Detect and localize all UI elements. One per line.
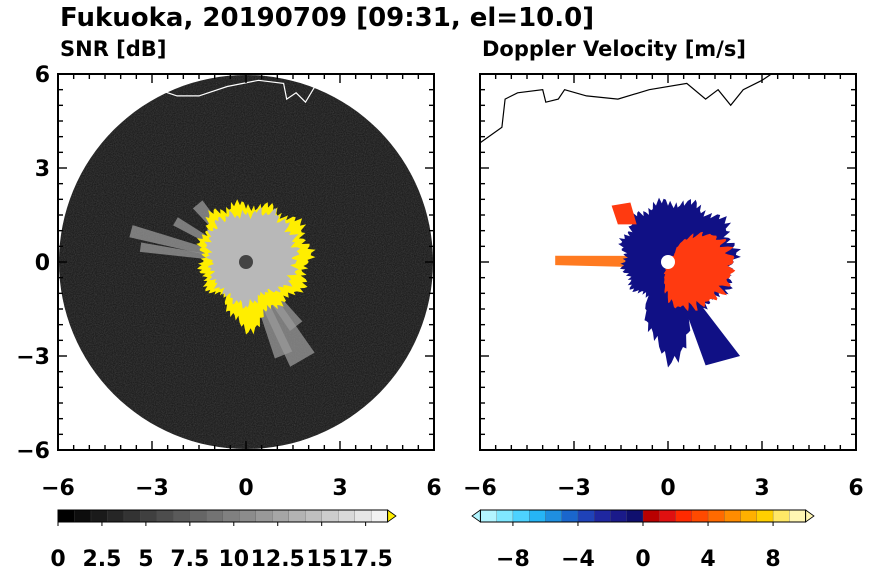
- colorbar-tick-label: 8: [765, 547, 780, 570]
- colorbar-max-arrow: [387, 509, 397, 523]
- colorbar-swatch: [338, 509, 356, 523]
- doppler-plot-area: −6 −3 0 3 6: [463, 73, 864, 501]
- doppler-echo-region: [555, 197, 741, 368]
- y-tick-label: −6: [16, 439, 50, 464]
- colorbar-swatch: [707, 509, 725, 523]
- colorbar-swatch: [512, 509, 530, 523]
- x-tick-label: 0: [660, 476, 675, 501]
- y-tick-label: 3: [35, 157, 50, 182]
- colorbar-tick-label: 10: [218, 547, 249, 570]
- colorbar-swatch: [321, 509, 339, 523]
- colorbar-swatch: [577, 509, 595, 523]
- colorbar-tick-label: 15: [306, 547, 337, 570]
- colorbar-tick-label: 12.5: [251, 547, 305, 570]
- colorbar-swatch: [206, 509, 224, 523]
- doppler-receding-patch: [611, 202, 637, 225]
- colorbar-swatch: [594, 509, 612, 523]
- snr-radar-center: [239, 255, 253, 269]
- colorbar-swatch: [354, 509, 372, 523]
- colorbar-tick-label: 0: [50, 547, 65, 570]
- snr-plot-area: −6 −3 0 3 6 6 3 0 −3 −6: [16, 63, 441, 501]
- doppler-axis-ticks: −6 −3 0 3 6: [463, 73, 864, 501]
- doppler-panel-title: Doppler Velocity [m/s]: [482, 37, 746, 61]
- colorbar-swatch: [561, 509, 579, 523]
- x-tick-label: −6: [463, 476, 497, 501]
- colorbar-tick-label: 0: [635, 547, 650, 570]
- colorbar-swatch: [140, 509, 158, 523]
- colorbar-swatch: [691, 509, 709, 523]
- colorbar-swatch: [305, 509, 323, 523]
- colorbar-tick-label: 5: [138, 547, 153, 570]
- colorbar-swatch: [107, 509, 125, 523]
- x-tick-label: 0: [238, 476, 253, 501]
- colorbar-swatch: [222, 509, 240, 523]
- colorbar-swatch: [173, 509, 191, 523]
- colorbar-swatch: [724, 509, 742, 523]
- y-tick-label: −3: [16, 345, 50, 370]
- snr-inner-echo: [204, 207, 301, 309]
- x-tick-label: 6: [426, 476, 441, 501]
- colorbar-swatch: [189, 509, 207, 523]
- colorbar-swatch: [123, 509, 142, 523]
- colorbar-swatch: [288, 509, 306, 523]
- x-tick-label: 3: [754, 476, 769, 501]
- x-tick-label: 6: [848, 476, 863, 501]
- colorbar-swatch: [272, 509, 290, 523]
- colorbar-tick-label: 7.5: [170, 547, 209, 570]
- colorbar-swatch: [772, 509, 790, 523]
- colorbar-swatch: [57, 509, 76, 523]
- colorbar-swatch: [370, 509, 389, 523]
- colorbar-swatch: [642, 509, 660, 523]
- colorbar-swatch: [626, 509, 644, 523]
- doppler-receding-region: [663, 231, 736, 312]
- snr-panel-title: SNR [dB]: [60, 37, 166, 61]
- colorbar-tick-label: 17.5: [338, 547, 392, 570]
- colorbar-swatch: [480, 509, 498, 523]
- doppler-colorbar: −8 −4 0 4 8: [471, 509, 815, 570]
- snr-axis-ticks: −6 −3 0 3 6 6 3 0 −3 −6: [16, 63, 441, 501]
- colorbar-swatch: [156, 509, 175, 523]
- snr-colorbar: 0 2.5 5 7.5 10 12.5 15 17.5: [50, 509, 397, 570]
- colorbar-swatch: [545, 509, 563, 523]
- colorbar-tick-label: 4: [700, 547, 715, 570]
- colorbar-swatch: [90, 509, 109, 523]
- colorbar-swatch: [74, 509, 92, 523]
- colorbar-swatch: [610, 509, 628, 523]
- colorbar-tick-label: −8: [496, 547, 530, 570]
- colorbar-tick-label: 2.5: [82, 547, 121, 570]
- x-tick-label: 3: [332, 476, 347, 501]
- coastline-snr: [158, 79, 347, 104]
- snr-echo-region: [129, 199, 316, 367]
- colorbar-frame: [57, 509, 389, 523]
- colorbar-swatch: [756, 509, 774, 523]
- colorbar-swatch: [529, 509, 547, 523]
- colorbar-swatch: [740, 509, 758, 523]
- colorbar-swatch: [659, 509, 677, 523]
- y-tick-label: 0: [35, 251, 50, 276]
- x-tick-label: −3: [135, 476, 169, 501]
- x-tick-label: −6: [41, 476, 75, 501]
- colorbar-swatch: [789, 509, 807, 523]
- y-tick-label: 6: [35, 63, 50, 88]
- x-tick-label: −3: [557, 476, 591, 501]
- doppler-radar-center: [661, 255, 675, 269]
- colorbar-tick-label: −4: [561, 547, 595, 570]
- colorbar-swatch: [255, 509, 273, 523]
- colorbar-swatch: [675, 509, 693, 523]
- figure-title: Fukuoka, 20190709 [09:31, el=10.0]: [60, 3, 594, 33]
- colorbar-swatch: [496, 509, 514, 523]
- colorbar-max-arrow: [805, 509, 815, 523]
- colorbar-swatch: [239, 509, 257, 523]
- colorbar-min-arrow: [471, 509, 481, 523]
- coastline-doppler: [480, 74, 772, 144]
